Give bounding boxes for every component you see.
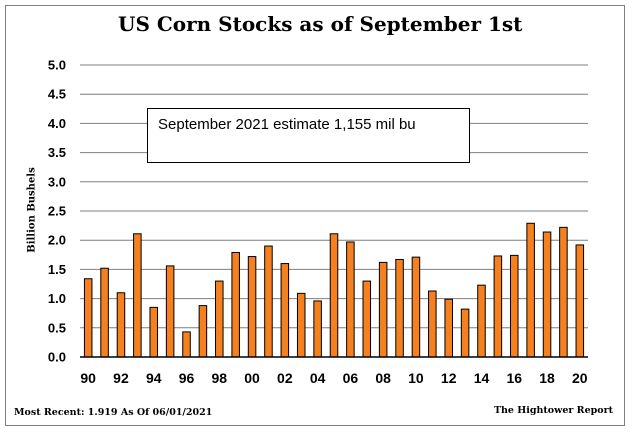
x-tick-label: 18 <box>539 370 555 386</box>
source-label: The Hightower Report <box>493 405 613 416</box>
x-tick-label: 16 <box>506 370 522 386</box>
x-tick-label: 20 <box>572 370 588 386</box>
y-tick-label: 4.0 <box>48 116 66 131</box>
y-tick-label: 2.0 <box>48 233 66 248</box>
bar-12 <box>444 298 453 358</box>
y-tick-label: 3.5 <box>48 145 66 160</box>
bar-16 <box>509 254 519 358</box>
x-tick-label: 98 <box>212 370 228 386</box>
bar-03 <box>296 292 306 358</box>
y-tick-label: 2.5 <box>48 204 66 219</box>
x-tick-label: 06 <box>343 370 359 386</box>
bar-19 <box>559 226 568 358</box>
bar-94 <box>149 306 159 358</box>
bar-02 <box>280 263 290 358</box>
x-tick-label: 96 <box>179 370 195 386</box>
x-tick-label: 00 <box>244 370 260 386</box>
x-tick-label: 08 <box>375 370 391 386</box>
bar-13 <box>460 308 470 358</box>
annotation-box: September 2021 estimate 1,155 mil bu <box>147 108 470 163</box>
x-tick-label: 92 <box>113 370 129 386</box>
bar-97 <box>198 305 208 358</box>
x-tick-label: 90 <box>80 370 96 386</box>
x-tick-label: 04 <box>310 370 326 386</box>
bar-11 <box>428 290 437 358</box>
x-tick-label: 14 <box>474 370 490 386</box>
bar-05 <box>329 233 339 358</box>
bar-99 <box>231 251 240 358</box>
bar-04 <box>313 300 322 358</box>
bar-06 <box>346 241 355 358</box>
bar-18 <box>542 231 552 358</box>
bar-96 <box>182 331 191 358</box>
bar-14 <box>477 284 486 358</box>
y-tick-label: 1.5 <box>48 262 66 277</box>
x-tick-label: 10 <box>408 370 424 386</box>
bar-95 <box>165 265 175 358</box>
y-tick-label: 0.0 <box>48 350 66 365</box>
y-tick-label: 4.5 <box>48 87 66 102</box>
bar-17 <box>526 222 535 358</box>
chart-title: US Corn Stocks as of September 1st <box>118 12 523 36</box>
bar-93 <box>133 233 142 358</box>
y-axis-label: Billion Bushels <box>26 167 38 253</box>
x-tick-label: 94 <box>146 370 162 386</box>
y-tick-label: 1.0 <box>48 291 66 306</box>
bar-92 <box>116 292 126 358</box>
bar-00 <box>247 256 257 358</box>
x-tick-label: 02 <box>277 370 293 386</box>
y-tick-label: 3.0 <box>48 174 66 189</box>
bar-20 <box>575 244 585 358</box>
bar-08 <box>378 261 388 358</box>
annotation-text: September 2021 estimate 1,155 mil bu <box>158 116 416 133</box>
bar-98 <box>215 280 224 358</box>
bar-91 <box>100 267 109 358</box>
y-tick-label: 0.5 <box>48 320 66 335</box>
bar-09 <box>395 258 404 358</box>
bar-90 <box>83 278 93 358</box>
bar-15 <box>493 255 503 358</box>
y-tick-label: 5.0 <box>48 58 66 73</box>
bar-07 <box>362 280 372 358</box>
most-recent-note: Most Recent: 1.919 As Of 06/01/2021 <box>14 407 213 418</box>
bar-01 <box>264 245 273 358</box>
bar-10 <box>411 256 421 358</box>
x-tick-label: 12 <box>441 370 457 386</box>
